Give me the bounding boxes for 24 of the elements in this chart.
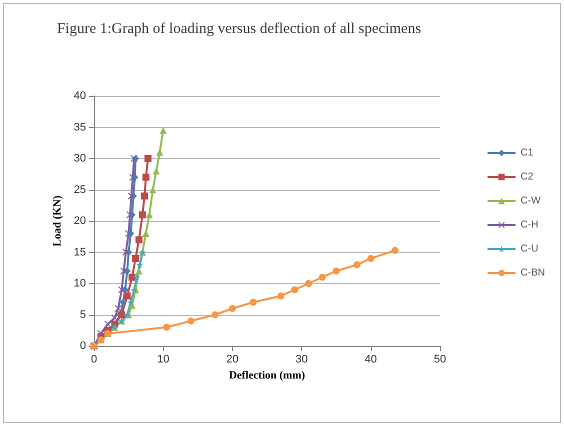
y-tick-label: 5 bbox=[80, 308, 86, 321]
y-tick-label: 0 bbox=[80, 340, 86, 352]
legend-label: C-BN bbox=[520, 268, 546, 278]
y-tick-label: 15 bbox=[74, 246, 86, 258]
legend-label: C2 bbox=[520, 172, 534, 182]
legend-label: C-W bbox=[520, 196, 542, 206]
x-tick-label: 0 bbox=[90, 354, 98, 366]
x-tick-label: 30 bbox=[295, 354, 308, 366]
y-tick-label: 30 bbox=[74, 152, 86, 164]
y-tick-label: 35 bbox=[74, 121, 86, 134]
y-tick-label: 25 bbox=[74, 184, 86, 196]
x-tick-label: 20 bbox=[226, 354, 239, 366]
x-tick-label: 40 bbox=[364, 354, 377, 366]
x-tick-label: 10 bbox=[157, 354, 170, 366]
legend-label: C-H bbox=[520, 220, 538, 230]
chart-title: Figure 1:Graph of loading versus deflection of all specimens bbox=[56, 21, 422, 37]
x-axis-title: Deflection (mm) bbox=[228, 369, 306, 382]
legend-label: C1 bbox=[520, 148, 534, 158]
legend-label: C-U bbox=[520, 244, 538, 254]
y-axis-title: Load (KN) bbox=[51, 195, 64, 247]
y-tick-label: 40 bbox=[74, 90, 86, 102]
x-tick-label: 50 bbox=[434, 354, 446, 366]
y-tick-label: 20 bbox=[74, 215, 86, 227]
y-tick-label: 10 bbox=[74, 278, 86, 290]
